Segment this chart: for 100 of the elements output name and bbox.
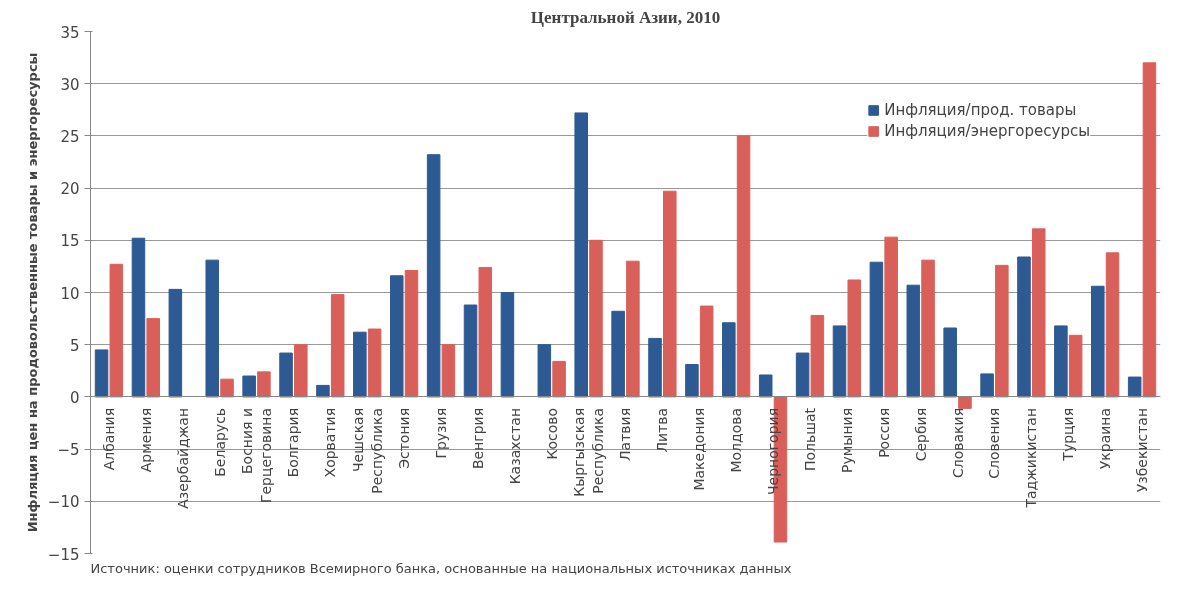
x-tick-label: Словакия (949, 407, 966, 478)
x-tick-label: Россия (875, 407, 892, 458)
x-tick-label: Черногория (765, 407, 782, 496)
bar (552, 360, 566, 398)
bar (699, 305, 714, 398)
bar (404, 270, 419, 398)
bar (353, 331, 367, 398)
bar (611, 310, 625, 398)
y-tick-label: 0 (69, 388, 80, 407)
bar (109, 263, 124, 398)
y-tick-label: 20 (60, 180, 80, 199)
x-tick-label: Польшаt (801, 407, 818, 472)
legend-label: Инфляция/энергоресурсы (884, 122, 1090, 140)
bar (736, 135, 751, 398)
y-axis-title: Инфляция цен на продовольственные товары и энергоресурсы (24, 52, 40, 533)
bar (884, 236, 898, 398)
bar (958, 396, 972, 409)
x-tick-label: Турция (1060, 407, 1077, 462)
bar (94, 349, 109, 398)
bar (921, 259, 935, 398)
y-tick-label: −5 (57, 441, 80, 460)
bar (168, 288, 183, 398)
x-tick-label: Литва (654, 407, 671, 453)
y-tick-label: 25 (60, 127, 80, 146)
x-tick-label: Армения (137, 407, 154, 473)
x-tick-label: Словения (986, 407, 1003, 479)
y-tick-label: −10 (47, 493, 80, 512)
chart-title: Центральной Азии, 2010 (530, 7, 721, 27)
x-tick-label: Албания (100, 407, 117, 471)
bar (257, 371, 271, 398)
bar (1105, 252, 1120, 398)
bar (943, 327, 957, 398)
bar (131, 237, 146, 398)
bar (626, 260, 640, 398)
bar (330, 294, 345, 398)
bar (389, 275, 404, 398)
y-tick-label: 5 (69, 336, 80, 355)
bar (810, 314, 825, 398)
x-tick-label: Узбекистан (1134, 407, 1151, 493)
x-tick-label: Латвия (617, 407, 634, 461)
bar (463, 304, 478, 398)
legend-label: Инфляция/прод. товары (884, 101, 1077, 119)
y-tick-label: 10 (60, 284, 80, 303)
y-tick-label: −15 (47, 545, 80, 564)
bar (847, 279, 862, 398)
bar (426, 154, 441, 398)
bar (906, 284, 921, 398)
bar (1031, 228, 1046, 398)
bar (589, 239, 603, 398)
bar (980, 373, 994, 398)
x-tick-label: Хорватия (322, 407, 339, 478)
bar (1068, 334, 1083, 398)
x-tick-label: Чешская Республика (349, 407, 385, 494)
x-tick-label: Косово (543, 407, 560, 460)
x-tick-label: Босния и Герцеговина (238, 407, 275, 504)
bar (1142, 62, 1157, 398)
x-tick-label: Кыргызская Республика (571, 407, 607, 497)
x-tick-label: Венгрия (469, 407, 486, 470)
x-tick-label: Румыния (838, 407, 855, 473)
x-tick-label: Грузия (433, 407, 450, 459)
x-tick-label: Украина (1097, 407, 1114, 470)
x-tick-label: Сербия (912, 407, 929, 462)
x-tick-label: Молдова (728, 407, 745, 473)
x-tick-label: Болгария (285, 407, 302, 478)
bar (648, 337, 662, 398)
bar (869, 261, 884, 398)
bar (995, 264, 1009, 398)
bar (279, 352, 293, 398)
bar (537, 344, 552, 398)
y-tick-label: 30 (60, 75, 80, 94)
x-tick-label: Беларусь (211, 407, 228, 477)
bar (1091, 285, 1105, 398)
bar (367, 328, 382, 398)
bar (795, 352, 810, 398)
bar (294, 344, 308, 398)
bar (722, 322, 736, 398)
bar (1054, 325, 1068, 398)
x-tick-label: Эстония (396, 407, 413, 469)
bar (316, 384, 330, 398)
bar (1017, 256, 1031, 398)
bar (500, 292, 515, 398)
x-tick-label: Таджикистан (1023, 407, 1040, 509)
text: Источник: оценки сотрудников Всемирного банка, основанные на национальных источниках данных (90, 560, 792, 576)
bar (146, 318, 160, 398)
y-tick-label: 35 (60, 23, 80, 42)
bar (758, 374, 773, 398)
bar (1127, 376, 1142, 398)
bar (205, 259, 220, 398)
bar (441, 344, 456, 398)
x-tick-label: Македония (691, 407, 708, 491)
x-tick-label: Казахстан (506, 407, 523, 485)
x-tick-label: Азербайджан (174, 407, 191, 509)
bar (220, 378, 234, 398)
bar (832, 325, 847, 398)
bar (242, 375, 256, 398)
bar (478, 266, 493, 398)
bar (663, 190, 677, 398)
y-tick-label: 15 (60, 232, 80, 251)
bar (685, 364, 699, 398)
bar (574, 112, 588, 398)
